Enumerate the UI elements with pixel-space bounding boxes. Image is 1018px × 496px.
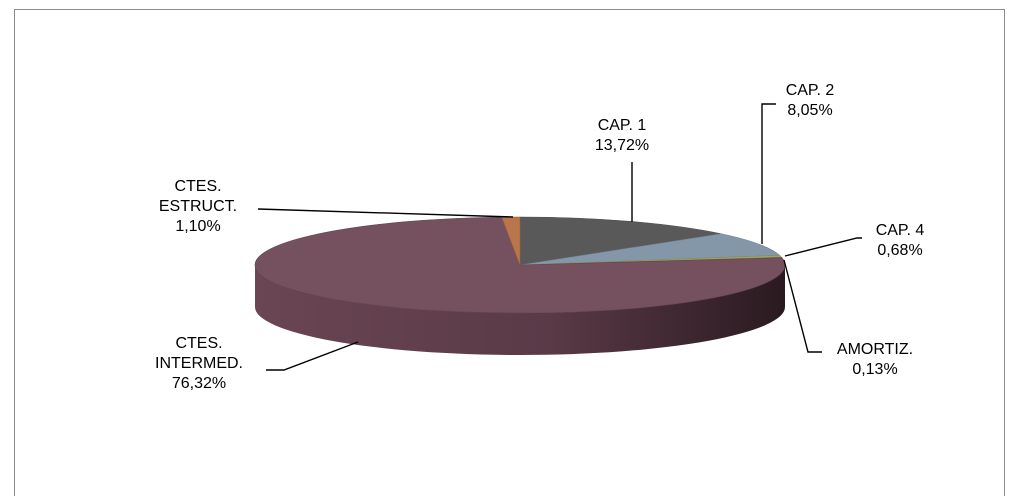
leader-line-cap-2 [761,103,776,244]
data-label-category-amortiz-0: AMORTIZ. [837,341,913,358]
pie-slice-cap-2 [519,233,781,266]
data-label-value-cap-1: 13,72% [595,137,649,154]
data-label-category-cap-2-0: CAP. 2 [786,82,835,99]
data-label-value-cap-2: 8,05% [787,102,832,119]
pie-side-ctes-intermed [255,265,785,355]
data-label-value-amortiz: 0,13% [852,361,897,378]
leader-line-ctes-estruct [257,208,514,218]
data-label-value-cap-4: 0,68% [877,242,922,259]
leader-line-cap-4 [784,237,862,257]
data-label-category-ctes-intermed-1: INTERMED. [155,355,243,372]
leader-line-amortiz [783,259,822,353]
data-label-category-ctes-estruct-0: CTES. [174,178,221,195]
data-label-category-ctes-intermed-0: CTES. [175,335,222,352]
pie-slice-cap-1 [519,216,722,266]
data-label-value-ctes-estruct: 1,10% [175,218,220,235]
pie-slice-ctes-intermed [254,216,786,314]
data-label-value-ctes-intermed: 76,32% [172,375,226,392]
leader-line-ctes-intermed [266,341,359,371]
data-label-category-ctes-estruct-1: ESTRUCT. [159,198,237,215]
data-label-category-cap-1-0: CAP. 1 [598,117,647,134]
data-label-category-cap-4-0: CAP. 4 [876,222,925,239]
